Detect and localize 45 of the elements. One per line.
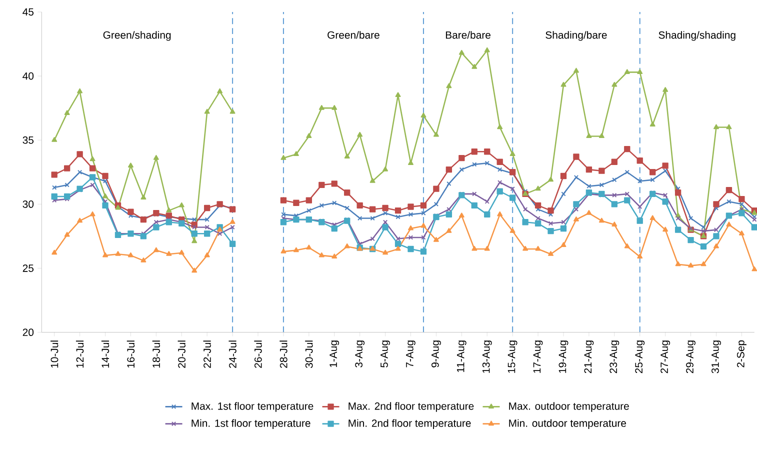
legend-label: Min. 2nd floor temperature bbox=[348, 419, 471, 429]
y-tick-label: 45 bbox=[22, 8, 34, 16]
x-tick-label: 15-Aug bbox=[508, 340, 518, 373]
x-tick-label: 3-Aug bbox=[355, 340, 365, 368]
x-tick-label: 1-Aug bbox=[330, 340, 340, 367]
annotation: Bare/bare bbox=[446, 31, 490, 39]
x-tick-label: 7-Aug bbox=[406, 340, 416, 368]
x-tick-label: 23-Aug bbox=[610, 340, 620, 374]
x-tick-label: 14-Jul bbox=[101, 340, 110, 368]
y-tick-label: 35 bbox=[22, 136, 34, 144]
legend-label: Max. 2nd floor temperature bbox=[348, 402, 474, 412]
x-tick-label: 2-Sep bbox=[736, 340, 746, 368]
y-tick-label: 30 bbox=[22, 200, 34, 208]
annotation: Shading/shading bbox=[658, 31, 736, 41]
y-tick-label: 40 bbox=[22, 72, 34, 80]
legend-label: Min. 1st floor temperature bbox=[192, 419, 310, 429]
x-tick-label: 12-Jul bbox=[76, 340, 84, 368]
legend-label: Max. 1st floor temperature bbox=[192, 402, 314, 412]
x-tick-label: 11-Aug bbox=[457, 340, 466, 372]
x-tick-label: 31-Aug bbox=[712, 340, 721, 374]
x-tick-label: 5-Aug bbox=[380, 340, 390, 368]
legend-label: Max. outdoor temperature bbox=[509, 402, 629, 412]
x-tick-label: 27-Aug bbox=[660, 340, 670, 374]
x-tick-label: 20-Jul bbox=[178, 340, 186, 368]
x-tick-label: 21-Aug bbox=[584, 340, 594, 374]
x-tick-label: 25-Aug bbox=[635, 340, 645, 374]
annotation: Green/bare bbox=[328, 31, 380, 39]
x-tick-label: 28-Jul bbox=[280, 340, 288, 368]
x-tick-label: 9-Aug bbox=[431, 340, 441, 368]
x-tick-label: 26-Jul bbox=[254, 340, 262, 368]
x-tick-label: 13-Aug bbox=[482, 340, 492, 373]
x-tick-label: 10-Jul bbox=[50, 340, 58, 368]
legend-label: Min. outdoor temperature bbox=[509, 419, 626, 429]
x-tick-label: 18-Jul bbox=[152, 340, 160, 368]
annotation: Green/shading bbox=[103, 31, 171, 41]
x-tick-label: 29-Aug bbox=[686, 340, 696, 374]
y-tick-label: 20 bbox=[22, 328, 34, 336]
x-tick-label: 30-Jul bbox=[305, 340, 313, 368]
x-tick-label: 19-Aug bbox=[558, 340, 568, 373]
annotation: Shading/bare bbox=[546, 31, 607, 41]
y-tick-label: 25 bbox=[22, 264, 34, 272]
x-tick-label: 22-Jul bbox=[203, 340, 211, 368]
x-tick-label: 24-Jul bbox=[228, 340, 236, 368]
x-tick-label: 17-Aug bbox=[533, 340, 543, 373]
x-tick-label: 16-Jul bbox=[126, 340, 135, 368]
